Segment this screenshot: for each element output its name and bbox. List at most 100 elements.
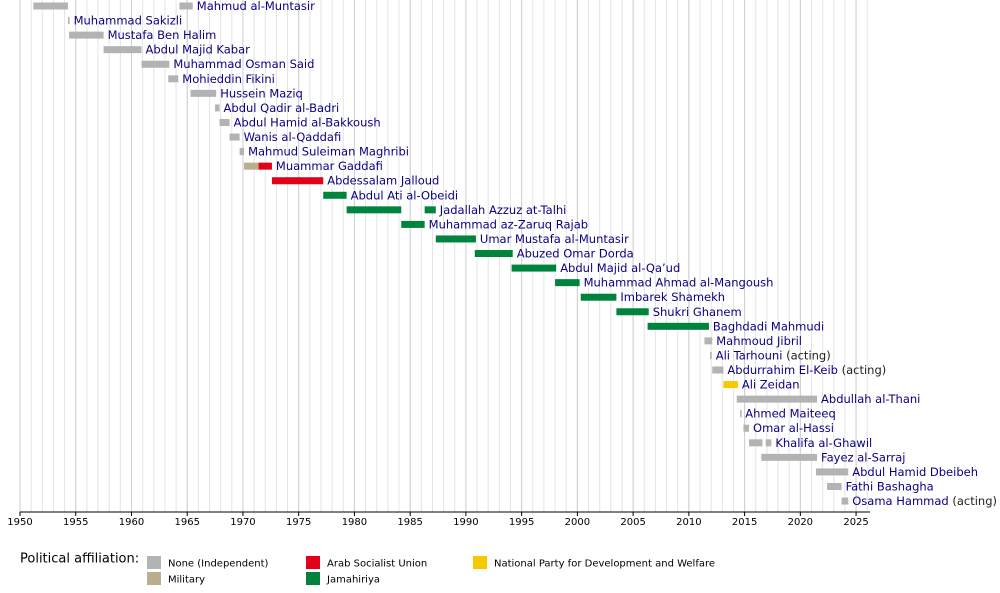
person-name: Umar Mustafa al-Muntasir	[480, 231, 629, 245]
person-name: Muhammad Ahmad al-Mangoush	[584, 275, 774, 289]
term-bar	[704, 337, 713, 345]
person-label: Wanis al-Qaddafi	[244, 130, 342, 144]
person-label: Ali Tarhouni (acting)	[716, 348, 831, 362]
person-name: Mustafa Ben Halim	[108, 28, 217, 42]
person-name: Muhammad Osman Said	[173, 57, 314, 71]
person-name: Imbarek Shamekh	[620, 290, 725, 304]
term-bar	[33, 2, 68, 10]
person-label: Khalifa al-Ghawil	[775, 435, 872, 449]
person-name: Hussein Maziq	[220, 86, 303, 100]
person-label: Abdul Qadir al-Badri	[224, 100, 340, 114]
person-name: Osama Hammad	[852, 494, 948, 508]
person-label: Abdul Majid al-Qa’ud	[560, 261, 680, 275]
term-bar	[736, 395, 818, 403]
term-bar	[103, 46, 142, 54]
term-bar	[761, 453, 818, 461]
term-bar	[69, 31, 104, 39]
x-tick-label: 2005	[620, 517, 645, 528]
person-name: Muhammad az-Zaruq Rajab	[429, 217, 588, 231]
person-label: Abdul Ati al-Obeidi	[351, 188, 458, 202]
term-bar	[215, 104, 220, 112]
term-bar	[239, 148, 245, 156]
person-name: Baghdadi Mahmudi	[713, 319, 824, 333]
person-label: Abdessalam Jalloud	[327, 173, 439, 187]
term-bar	[424, 206, 436, 214]
person-label: Abdullah al-Thani	[821, 392, 920, 406]
x-tick-label: 1955	[63, 517, 88, 528]
x-tick-label: 2010	[676, 517, 701, 528]
person-label: Muhammad Sakizli	[74, 13, 183, 27]
person-name: Abuzed Omar Dorda	[517, 246, 634, 260]
term-bar	[474, 250, 513, 258]
person-label: Ali Zeidan	[742, 377, 800, 391]
person-name: Abdul Qadir al-Badri	[224, 100, 340, 114]
person-name: Omar al-Hassi	[753, 421, 834, 435]
term-bar	[346, 206, 402, 214]
person-name: Ali Zeidan	[742, 377, 800, 391]
person-label: Abuzed Omar Dorda	[517, 246, 634, 260]
term-bar	[743, 424, 750, 432]
person-note: (acting)	[842, 363, 887, 377]
person-label: Omar al-Hassi	[753, 421, 834, 435]
person-label: Mahmud al-Muntasir	[197, 0, 315, 13]
x-tick-label: 2025	[843, 517, 868, 528]
term-bar	[555, 279, 580, 287]
person-name: Abdurrahim El-Keib	[727, 363, 838, 377]
legend-label: Arab Socialist Union	[327, 559, 427, 570]
person-note: (acting)	[952, 494, 997, 508]
legend-label: National Party for Development and Welfa…	[494, 559, 715, 570]
term-bar	[647, 322, 709, 330]
term-bar	[67, 17, 70, 25]
term-bar	[323, 191, 347, 199]
term-bar	[765, 439, 772, 447]
term-bar	[244, 162, 259, 170]
person-name: Fayez al-Sarraj	[821, 450, 905, 464]
person-name: Jadallah Azzuz at-Talhi	[439, 202, 567, 216]
person-name: Abdessalam Jalloud	[327, 173, 439, 187]
person-name: Abdul Majid Kabar	[146, 42, 251, 56]
term-bar	[712, 366, 724, 374]
x-tick-label: 1975	[286, 517, 311, 528]
x-tick-label: 1970	[230, 517, 255, 528]
person-label: Jadallah Azzuz at-Talhi	[439, 202, 567, 216]
person-name: Mahmoud Jibril	[716, 333, 802, 347]
person-label: Abdurrahim El-Keib (acting)	[727, 363, 886, 377]
person-label: Fayez al-Sarraj	[821, 450, 905, 464]
term-bar	[827, 482, 842, 490]
person-name: Muhammad Sakizli	[74, 13, 183, 27]
person-name: Abdul Majid al-Qa’ud	[560, 261, 680, 275]
person-label: Imbarek Shamekh	[620, 290, 725, 304]
person-name: Abdul Ati al-Obeidi	[351, 188, 458, 202]
person-label: Mohieddin Fikini	[182, 71, 275, 85]
term-bar	[580, 293, 617, 301]
person-name: Mohieddin Fikini	[182, 71, 275, 85]
term-bar	[141, 60, 170, 68]
x-tick-label: 1990	[453, 517, 478, 528]
term-bar	[190, 89, 217, 97]
legend-swatch	[147, 572, 161, 585]
person-label: Abdul Hamid al-Bakkoush	[234, 115, 381, 129]
legend-title: Political affiliation:	[20, 552, 139, 567]
x-tick-label: 1950	[7, 517, 32, 528]
person-label: Muhammad Ahmad al-Mangoush	[584, 275, 774, 289]
person-note: (acting)	[786, 348, 831, 362]
term-bar	[710, 351, 712, 359]
person-label: Muammar Gaddafi	[276, 159, 383, 173]
person-name: Mahmud al-Muntasir	[197, 0, 315, 13]
term-bar	[179, 2, 193, 10]
legend-label: None (Independent)	[168, 559, 269, 570]
person-name: Wanis al-Qaddafi	[244, 130, 342, 144]
person-name: Muammar Gaddafi	[276, 159, 383, 173]
person-label: Osama Hammad (acting)	[852, 494, 997, 508]
person-label: Muhammad az-Zaruq Rajab	[429, 217, 588, 231]
person-name: Abdul Hamid Dbeibeh	[852, 464, 978, 478]
person-label: Muhammad Osman Said	[173, 57, 314, 71]
x-tick-label: 1965	[174, 517, 199, 528]
person-name: Ahmed Maiteeq	[745, 406, 836, 420]
term-bar	[749, 439, 763, 447]
person-label: Abdul Majid Kabar	[146, 42, 251, 56]
x-tick-label: 1960	[119, 517, 144, 528]
person-label: Baghdadi Mahmudi	[713, 319, 824, 333]
term-bar	[723, 381, 738, 389]
